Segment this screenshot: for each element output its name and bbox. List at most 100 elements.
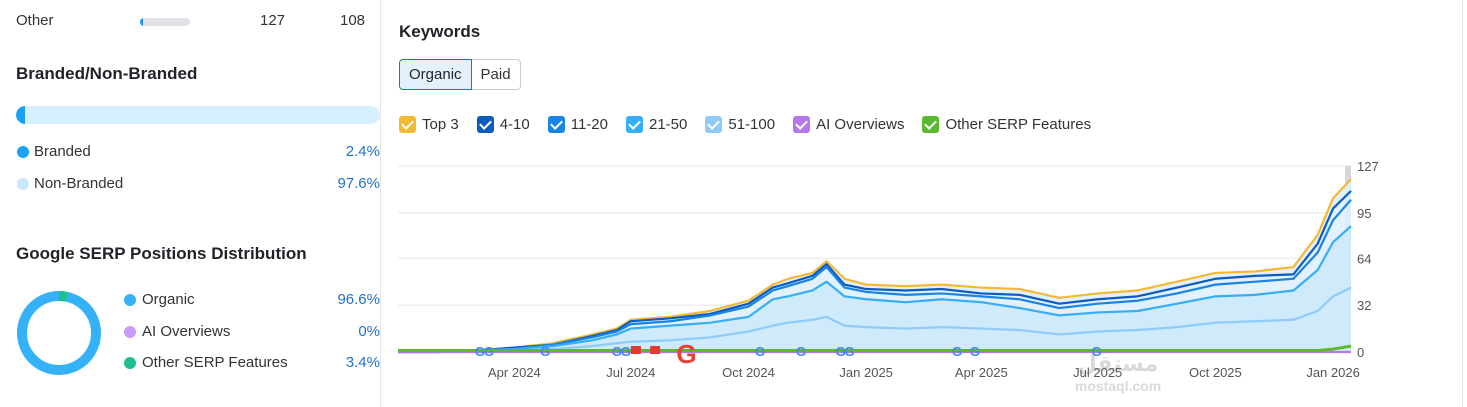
series-line-11-20	[398, 198, 1352, 354]
serp-legend-other: Other SERP Features 3.4%	[124, 353, 380, 373]
non-branded-value: 97.6%	[337, 175, 380, 192]
left-panel: Other 127 108 Branded/Non-Branded Brande…	[0, 0, 381, 407]
y-tick-label: 95	[1357, 206, 1371, 221]
keywords-chart[interactable]: 0 32 64 95 127 G G G G G G G G G G G G G Apr 2024 Jul 2024 O…	[398, 156, 1388, 386]
ai-overviews-label: AI Overviews	[142, 323, 231, 340]
ai-overviews-value: 0%	[358, 323, 380, 340]
keywords-panel: Keywords Organic Paid Top 3 4-10 11-20 2…	[382, 0, 1467, 407]
filter-label: AI Overviews	[816, 115, 905, 133]
google-update-icon: G	[970, 344, 980, 359]
donut-other-serp-segment	[58, 291, 68, 302]
event-flag-icon	[630, 346, 641, 354]
watermark-latin: mostaql.com	[1074, 378, 1162, 394]
serp-legend-ai-overviews: AI Overviews 0%	[124, 322, 380, 342]
x-tick-label: Apr 2025	[955, 365, 1008, 380]
checkbox-icon[interactable]	[547, 115, 565, 133]
google-update-icon: G	[796, 344, 806, 359]
filter-label: 11-20	[570, 115, 608, 133]
x-tick-label: Jul 2024	[606, 365, 655, 380]
other-row: Other 127 108	[16, 12, 376, 32]
checkbox-icon[interactable]	[793, 115, 811, 133]
google-update-highlight-icon: G	[676, 339, 696, 369]
filter-top-3[interactable]: Top 3	[399, 114, 459, 134]
other-value-2: 108	[340, 12, 366, 29]
organic-paid-tabs: Organic Paid	[399, 59, 521, 90]
organic-value: 96.6%	[337, 291, 380, 308]
legend-branded: Branded 2.4%	[16, 142, 380, 162]
x-tick-label: Oct 2024	[722, 365, 775, 380]
branded-dot	[17, 146, 29, 158]
checkbox-icon[interactable]	[922, 115, 940, 133]
filter-11-20[interactable]: 11-20	[547, 114, 608, 134]
filter-label: 21-50	[649, 115, 688, 133]
google-update-icon: G	[621, 344, 631, 359]
donut-organic-ring	[17, 291, 101, 375]
checkbox-icon[interactable]	[705, 115, 723, 133]
x-tick-label: Jan 2026	[1306, 365, 1360, 380]
series-line-21-50	[398, 225, 1352, 354]
y-tick-label: 64	[1357, 251, 1371, 266]
organic-label: Organic	[142, 291, 195, 308]
serp-title: Google SERP Positions Distribution	[16, 244, 307, 263]
google-update-icon: G	[475, 344, 485, 359]
tab-organic[interactable]: Organic	[399, 59, 472, 90]
filter-4-10[interactable]: 4-10	[476, 114, 530, 134]
non-branded-dot	[17, 178, 29, 190]
legend-non-branded: Non-Branded 97.6%	[16, 174, 380, 194]
x-tick-label: Oct 2025	[1189, 365, 1242, 380]
google-update-icon: G	[484, 344, 494, 359]
serp-donut-chart	[17, 291, 101, 375]
checkbox-icon[interactable]	[626, 115, 643, 133]
google-update-icon: G	[755, 344, 765, 359]
series-line-other-serp-features	[398, 344, 1352, 353]
series-filters: Top 3 4-10 11-20 21-50 51-100 AI Overvie…	[399, 114, 1109, 134]
google-update-icon: G	[952, 344, 962, 359]
filter-label: Other SERP Features	[945, 115, 1092, 133]
branded-bar-fill	[16, 106, 25, 124]
filter-21-50[interactable]: 21-50	[626, 114, 687, 134]
filter-label: Top 3	[422, 115, 459, 133]
non-branded-label: Non-Branded	[34, 175, 124, 192]
filter-label: 51-100	[728, 115, 776, 133]
watermark-arabic: مستقل	[1077, 352, 1159, 377]
other-minibar-fill	[140, 18, 143, 26]
branded-value: 2.4%	[345, 143, 380, 160]
y-tick-label: 0	[1357, 345, 1364, 360]
google-update-icon: G	[612, 344, 622, 359]
google-update-icon: G	[1091, 344, 1101, 359]
watermark: مستقل mostaql.com	[1058, 352, 1178, 402]
other-value-1: 127	[260, 12, 286, 29]
google-update-icon: G	[836, 344, 846, 359]
ai-overviews-dot	[124, 326, 136, 338]
checkbox-icon[interactable]	[476, 115, 494, 133]
x-tick-label: Jan 2025	[839, 365, 893, 380]
series-line-4-10	[398, 190, 1352, 354]
y-tick-label: 32	[1357, 298, 1371, 313]
panel-border	[1462, 0, 1463, 407]
y-tick-label: 127	[1357, 159, 1379, 174]
filter-ai-overviews[interactable]: AI Overviews	[793, 114, 904, 134]
keywords-title: Keywords	[399, 22, 481, 41]
checkbox-icon[interactable]	[399, 115, 416, 133]
other-label: Other	[16, 12, 54, 29]
tab-paid[interactable]: Paid	[471, 59, 521, 90]
google-update-icon: G	[845, 344, 855, 359]
branded-bar	[16, 106, 380, 124]
branded-label: Branded	[34, 143, 91, 160]
serp-legend-organic: Organic 96.6%	[124, 290, 380, 310]
organic-dot	[124, 294, 136, 306]
other-minibar	[140, 18, 190, 26]
series-area-top-3	[398, 179, 1351, 352]
x-tick-label: Jul 2025	[1073, 365, 1122, 380]
branded-title: Branded/Non-Branded	[16, 64, 198, 83]
google-update-icon: G	[540, 344, 550, 359]
filter-label: 4-10	[499, 115, 530, 133]
series-line-top-3	[398, 178, 1352, 354]
series-area-21-50	[398, 226, 1351, 352]
event-flag-icon	[650, 346, 661, 354]
filter-other-serp-features[interactable]: Other SERP Features	[922, 114, 1091, 134]
x-tick-label: Apr 2024	[488, 365, 541, 380]
other-serp-dot	[124, 357, 136, 369]
filter-51-100[interactable]: 51-100	[705, 114, 775, 134]
